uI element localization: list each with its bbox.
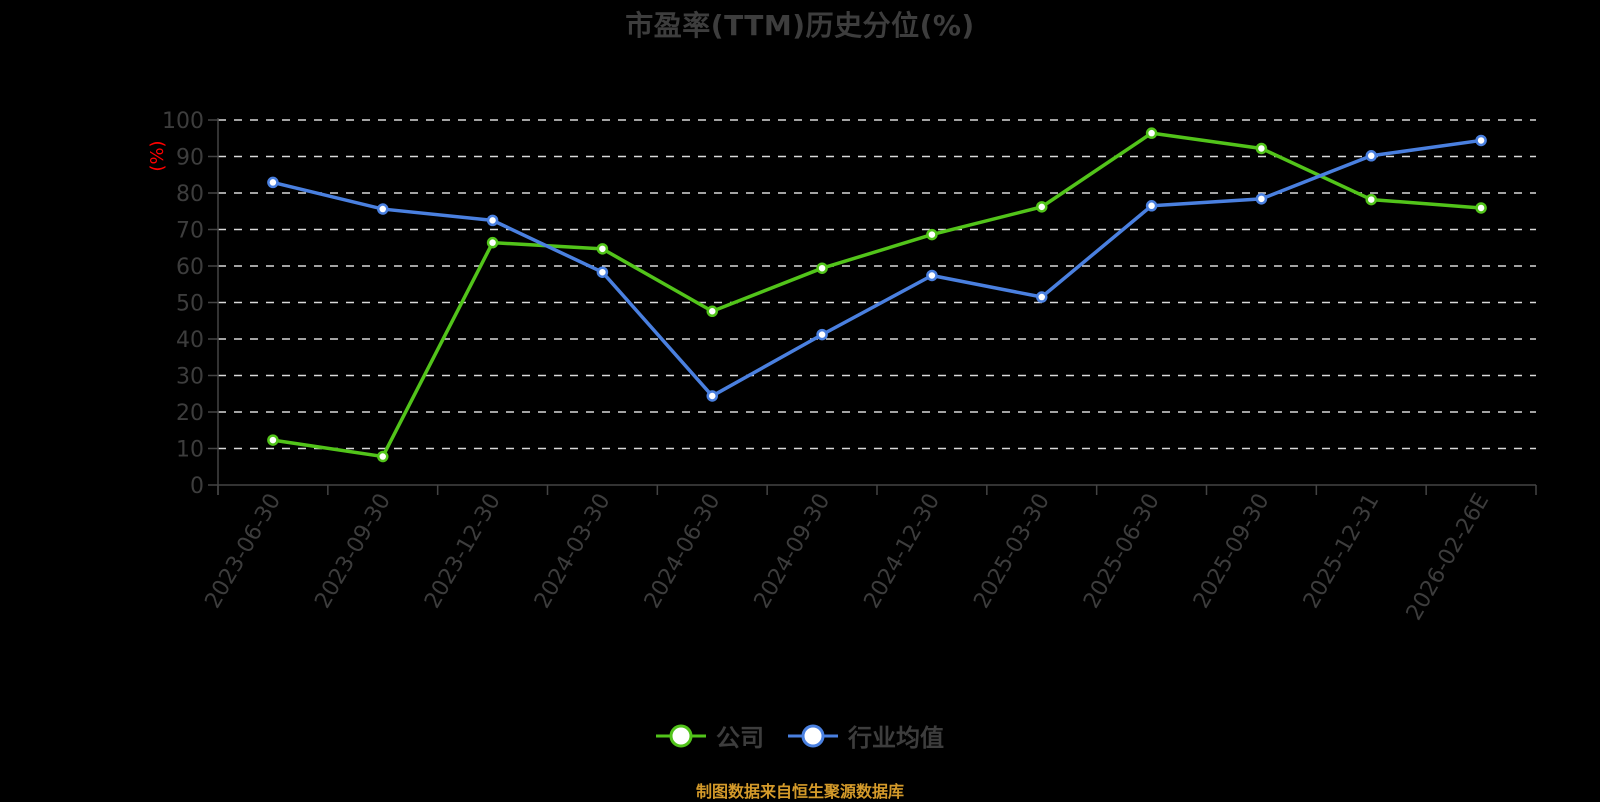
data-source-note: 制图数据来自恒生聚源数据库 [695,782,904,801]
data-point[interactable] [1145,200,1158,212]
data-point[interactable] [486,236,499,249]
y-tick-label: 70 [176,219,204,244]
chart-title: 市盈率(TTM)历史分位(%) [625,9,975,42]
data-point[interactable] [816,328,828,341]
legend-marker-icon [656,724,706,747]
y-tick-label: 20 [176,401,204,426]
x-tick-label: 2024-12-30 [860,490,946,613]
data-point[interactable] [596,243,609,255]
legend-label: 行业均值 [848,724,944,752]
data-point[interactable] [1255,193,1268,205]
y-axis: 0 10 20 30 40 50 60 70 80 90 100 [162,109,219,499]
y-axis-label: (%) [147,140,168,171]
x-tick-label: 2023-12-30 [420,490,506,613]
legend-marker-icon [788,724,838,747]
data-point[interactable] [596,266,609,278]
data-point[interactable] [1475,202,1487,214]
legend-label: 公司 [716,724,764,752]
x-tick-label: 2024-09-30 [750,490,836,613]
data-point[interactable] [1365,150,1377,162]
y-tick-label: 50 [176,292,204,317]
x-tick-label: 2023-09-30 [310,490,396,613]
x-tick-label: 2025-09-30 [1189,490,1275,613]
data-point[interactable] [377,203,389,215]
data-point[interactable] [486,214,499,227]
x-tick-label: 2024-06-30 [640,490,726,613]
data-point[interactable] [1036,201,1048,213]
y-tick-label: 30 [176,365,204,390]
y-tick-label: 80 [176,182,204,207]
data-point[interactable] [267,434,279,446]
data-point[interactable] [926,269,938,282]
x-tick-label: 2024-03-30 [530,490,616,613]
data-point[interactable] [1475,134,1487,147]
x-tick-label: 2026-02-26E [1402,490,1495,625]
x-tick-label: 2025-06-30 [1079,490,1165,613]
data-point[interactable] [706,390,718,402]
data-point[interactable] [1145,127,1158,139]
data-point[interactable] [706,305,718,318]
data-point[interactable] [377,450,389,463]
x-axis: 2023-06-30 2023-09-30 2023-12-30 2024-03-30… [201,484,1537,625]
data-point[interactable] [1036,291,1048,303]
data-point[interactable] [1365,193,1377,206]
series-company [267,127,1487,463]
gridlines [218,119,1536,450]
y-tick-label: 60 [176,255,204,280]
data-point[interactable] [1255,142,1268,155]
y-tick-label: 10 [176,438,204,463]
legend-item-company[interactable]: 公司 [656,718,764,753]
data-point[interactable] [926,228,938,241]
y-tick-label: 40 [176,328,204,353]
legend: 公司 行业均值 [0,718,1600,753]
data-point[interactable] [267,176,279,189]
y-tick-label: 100 [162,109,204,134]
legend-item-industry-average[interactable]: 行业均值 [788,718,944,753]
x-tick-label: 2023-06-30 [201,490,287,613]
data-point[interactable] [816,262,828,274]
y-tick-label: 90 [176,146,204,171]
x-tick-label: 2025-03-30 [969,490,1055,613]
y-tick-label: 0 [190,474,204,499]
x-tick-label: 2025-12-31 [1299,490,1385,613]
series-lines [267,127,1487,463]
series-industry-average [267,134,1487,402]
